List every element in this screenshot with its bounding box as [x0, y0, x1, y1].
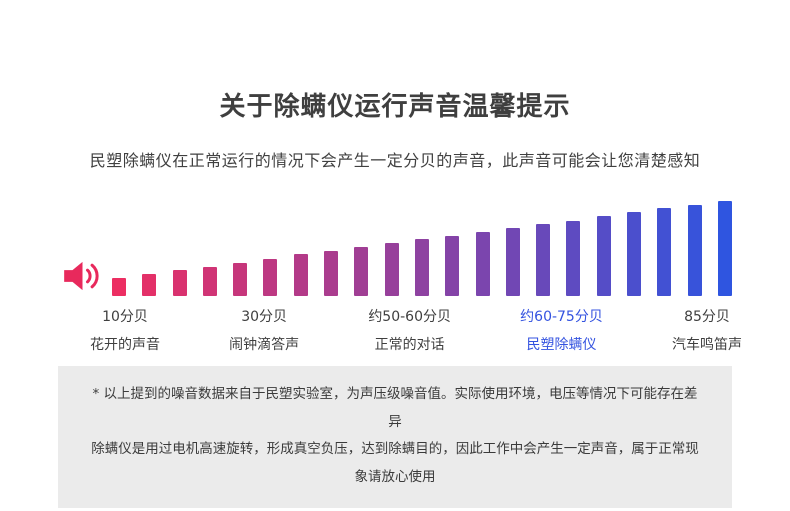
db-value: 10分贝 — [102, 309, 148, 325]
noise-bar-chart — [60, 200, 732, 296]
bar — [505, 227, 520, 296]
bar — [566, 220, 581, 296]
bar — [596, 216, 611, 296]
bar — [233, 262, 248, 296]
db-value: 约60-75分贝 — [520, 309, 603, 325]
bar — [384, 243, 399, 296]
speaker-icon — [60, 256, 100, 296]
axis-label-85db: 85分贝 汽车鸣笛声 — [672, 306, 742, 354]
bar — [475, 231, 490, 296]
axis-label-50-60db: 约50-60分贝 正常的对话 — [368, 306, 451, 354]
db-desc: 花开的声音 — [90, 337, 160, 353]
bar — [293, 254, 308, 296]
db-value: 30分贝 — [241, 309, 288, 325]
db-desc: 汽车鸣笛声 — [672, 337, 742, 353]
disclaimer-line-2: 除螨仪是用过电机高速旋转，形成真空负压，达到除螨目的，因此工作中会产生一定声音，… — [91, 441, 699, 486]
page-subtitle: 民塑除螨仪在正常运行的情况下会产生一定分贝的声音，此声音可能会让您清楚感知 — [89, 151, 701, 170]
bar — [687, 205, 702, 296]
db-value: 约50-60分贝 — [368, 309, 451, 325]
bar — [202, 266, 217, 296]
axis-label-10db: 10分贝 花开的声音 — [90, 306, 160, 354]
axis-label-60-75db-product: 约60-75分贝 民塑除螨仪 — [520, 306, 603, 354]
bar — [657, 208, 672, 296]
db-value: 85分贝 — [684, 309, 730, 325]
bar — [172, 269, 187, 296]
bar-series — [112, 200, 732, 296]
axis-labels: 10分贝 花开的声音 30分贝 闹钟滴答声 约50-60分贝 正常的对话 约60… — [90, 306, 742, 354]
bar — [414, 239, 429, 296]
bar — [536, 223, 551, 296]
axis-label-30db: 30分贝 闹钟滴答声 — [229, 306, 299, 354]
bar — [627, 212, 642, 296]
bar — [717, 201, 732, 296]
page-title: 关于除螨仪运行声音温馨提示 — [219, 92, 571, 122]
bar — [112, 278, 126, 296]
db-desc: 民塑除螨仪 — [526, 337, 597, 353]
disclaimer-line-1: * 以上提到的噪音数据来自于民塑实验室，为声压级噪音值。实际使用环境，电压等情况… — [92, 386, 698, 430]
bar — [263, 258, 278, 296]
bar — [445, 235, 460, 296]
db-desc: 闹钟滴答声 — [229, 337, 300, 353]
bar — [142, 273, 157, 296]
bar — [354, 247, 369, 296]
db-desc: 正常的对话 — [374, 337, 445, 353]
bar — [324, 251, 339, 296]
disclaimer-box: * 以上提到的噪音数据来自于民塑实验室，为声压级噪音值。实际使用环境，电压等情况… — [58, 366, 732, 508]
